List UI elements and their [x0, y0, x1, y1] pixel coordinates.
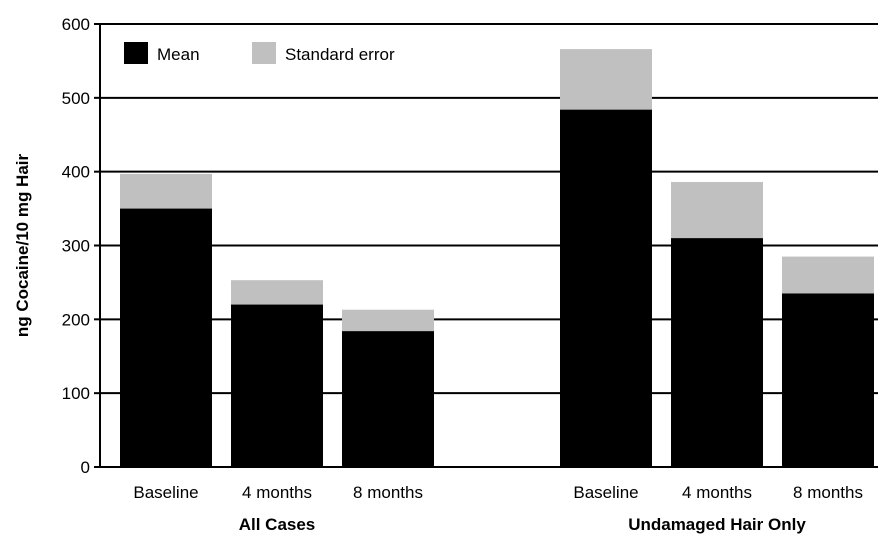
y-tick-label-500: 500 — [62, 89, 90, 108]
se-bar-0-0 — [120, 173, 212, 209]
legend: Mean Standard error — [124, 42, 395, 64]
mean-bar-0-2 — [342, 331, 434, 467]
se-bar-1-2 — [782, 256, 874, 294]
category-label-1-2: 8 months — [793, 483, 863, 502]
group-label-0: All Cases — [239, 515, 316, 534]
legend-label-0: Mean — [157, 45, 200, 64]
labels: Baseline 4 months 8 months All Cases Baselin… — [13, 153, 863, 534]
y-tick-label-0: 0 — [81, 458, 90, 477]
se-bar-1-0 — [560, 49, 652, 110]
y-tick-label-300: 300 — [62, 237, 90, 256]
axes: 0 100 200 300 400 500 600 — [62, 15, 878, 477]
bars — [120, 49, 874, 468]
se-bar-1-1 — [671, 182, 763, 239]
y-axis-title: ng Cocaine/10 mg Hair — [13, 153, 32, 337]
category-label-0-0: Baseline — [133, 483, 198, 502]
mean-bar-0-1 — [231, 304, 323, 467]
category-label-0-1: 4 months — [242, 483, 312, 502]
legend-label-1: Standard error — [285, 45, 395, 64]
legend-swatch-0 — [124, 42, 148, 64]
category-label-0-2: 8 months — [353, 483, 423, 502]
se-bar-0-2 — [342, 309, 434, 332]
y-tick-label-400: 400 — [62, 163, 90, 182]
category-label-1-0: Baseline — [573, 483, 638, 502]
mean-bar-1-0 — [560, 109, 652, 467]
category-label-1-1: 4 months — [682, 483, 752, 502]
mean-bar-0-0 — [120, 208, 212, 468]
mean-bar-1-2 — [782, 293, 874, 467]
mean-bar-1-1 — [671, 238, 763, 467]
y-tick-label-600: 600 — [62, 15, 90, 34]
se-bar-0-1 — [231, 280, 323, 305]
y-tick-label-100: 100 — [62, 384, 90, 403]
group-label-1: Undamaged Hair Only — [628, 515, 806, 534]
y-tick-label-200: 200 — [62, 310, 90, 329]
legend-swatch-1 — [252, 42, 276, 64]
